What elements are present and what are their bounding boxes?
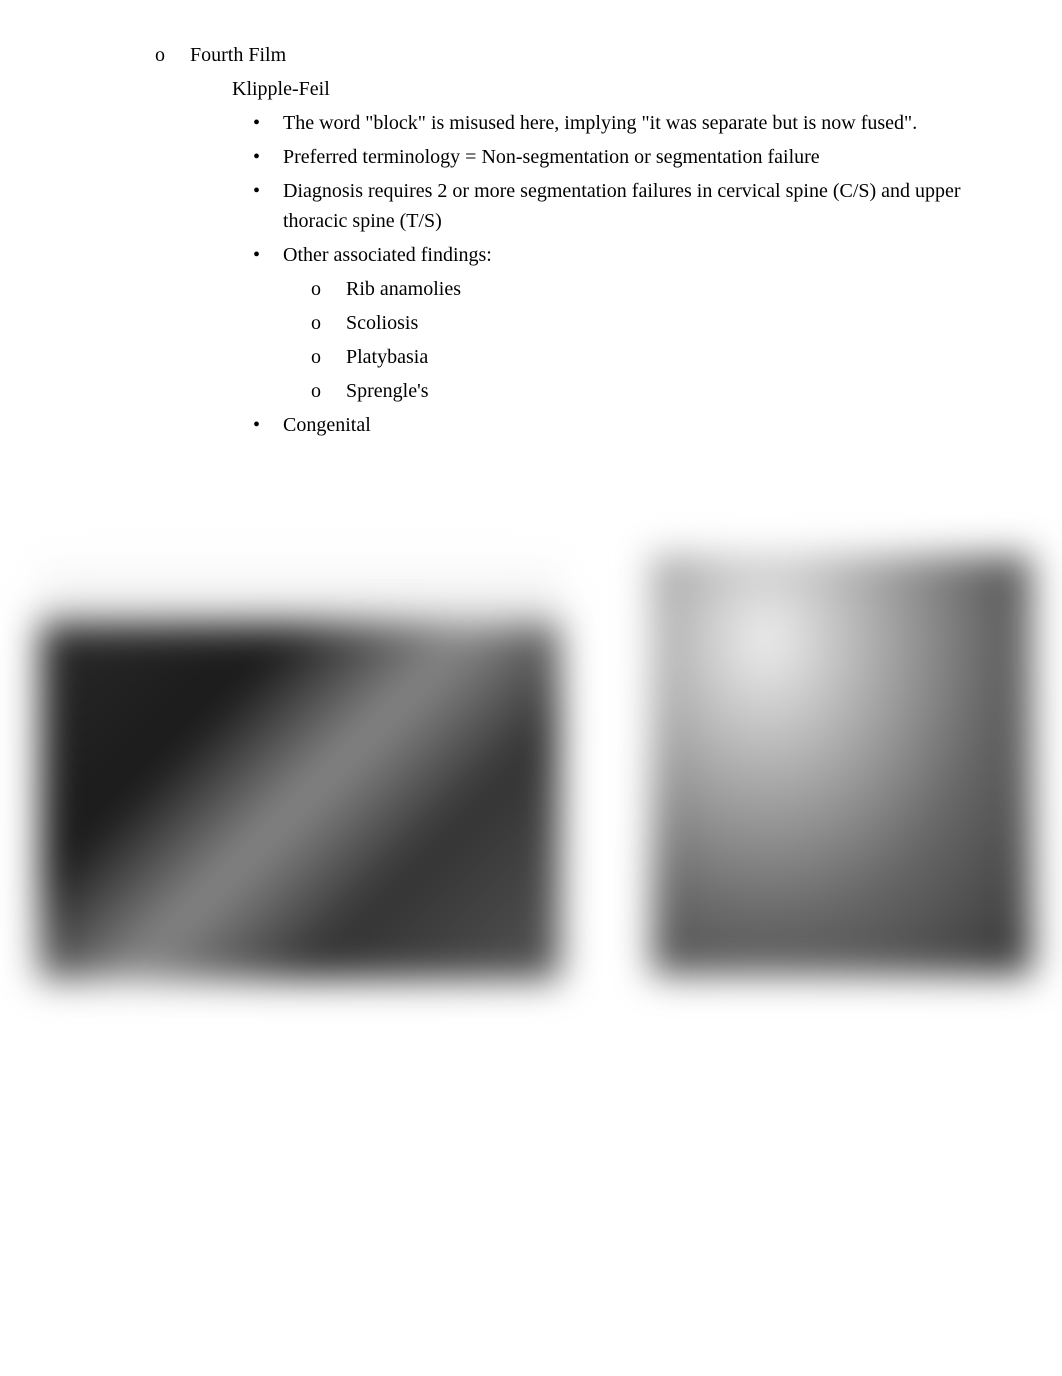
list-marker-bullet: • xyxy=(253,176,283,236)
outline-text: Congenital xyxy=(283,410,1002,440)
list-marker-bullet: • xyxy=(253,108,283,138)
list-marker-o: o xyxy=(311,274,341,304)
outline-bullet-item: • Congenital xyxy=(135,410,1002,440)
outline-item-level1: o Fourth Film xyxy=(135,40,1002,70)
outline-subitem: o Scoliosis xyxy=(135,308,1002,338)
outline-bullet-item: • Other associated findings: xyxy=(135,240,1002,270)
radiograph-image-left xyxy=(40,620,560,980)
outline-subitem: o Platybasia xyxy=(135,342,1002,372)
list-marker-o: o xyxy=(311,342,341,372)
outline-text: Sprengle's xyxy=(346,380,428,402)
outline-text: Scoliosis xyxy=(346,312,418,334)
outline-text: Fourth Film xyxy=(190,44,286,66)
outline-bullet-item: • The word "block" is misused here, impl… xyxy=(135,108,1002,138)
list-marker-o: o xyxy=(155,40,185,70)
list-marker-o: o xyxy=(311,308,341,338)
list-marker-o: o xyxy=(311,376,341,406)
list-marker-bullet: • xyxy=(253,142,283,172)
outline-text: Klipple-Feil xyxy=(232,78,330,100)
outline-text: Preferred terminology = Non-segmentation… xyxy=(283,142,1002,172)
outline-text: Platybasia xyxy=(346,346,428,368)
outline-text: Rib anamolies xyxy=(346,278,461,300)
radiograph-image-right xyxy=(652,555,1032,975)
outline-text: Other associated findings: xyxy=(283,240,1002,270)
list-marker-bullet: • xyxy=(253,240,283,270)
outline-subitem: o Rib anamolies xyxy=(135,274,1002,304)
outline-bullet-item: • Preferred terminology = Non-segmentati… xyxy=(135,142,1002,172)
outline-subitem: o Sprengle's xyxy=(135,376,1002,406)
document-outline: o Fourth Film Klipple-Feil • The word "b… xyxy=(60,40,1002,440)
outline-bullet-item: • Diagnosis requires 2 or more segmentat… xyxy=(135,176,1002,236)
outline-text: The word "block" is misused here, implyi… xyxy=(283,108,1002,138)
outline-text: Diagnosis requires 2 or more segmentatio… xyxy=(283,176,1002,236)
radiograph-images-container xyxy=(60,540,1002,990)
outline-item-level2: Klipple-Feil xyxy=(135,74,1002,104)
list-marker-bullet: • xyxy=(253,410,283,440)
